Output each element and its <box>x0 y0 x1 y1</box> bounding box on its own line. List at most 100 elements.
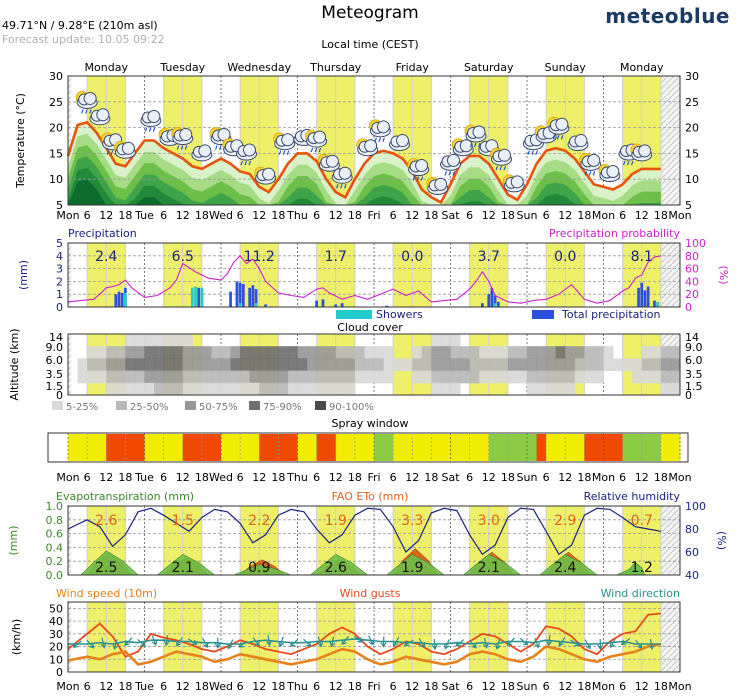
time-tick-label: 12 <box>252 471 266 484</box>
cloud-icon <box>140 110 162 127</box>
temperature-area-band <box>68 156 661 205</box>
time-tick-label: 6 <box>313 471 320 484</box>
cloud-cell <box>144 382 155 396</box>
temperature-ytick: 25 <box>49 96 63 109</box>
cloud-cell <box>450 334 461 347</box>
day-label: Wednesday <box>227 61 291 74</box>
time-tick-label: 6 <box>313 680 320 693</box>
humidity-title: Relative humidity <box>584 490 681 503</box>
cloud-cell <box>574 358 585 372</box>
spray-cell <box>68 434 79 461</box>
cloud-ytick-right: 6.0 <box>685 354 703 367</box>
cloud-cell <box>106 370 117 384</box>
wind-ytick: 30 <box>49 628 63 641</box>
cloud-cell <box>278 358 289 372</box>
cloud-cell <box>287 346 298 359</box>
cloud-cell <box>383 346 394 359</box>
weather-icon <box>598 164 621 183</box>
time-tick-label: 6 <box>84 471 91 484</box>
daily-fao-eto: 1.5 <box>172 513 194 529</box>
cloud-cell <box>651 346 662 359</box>
cloud-ytick-right: 0 <box>685 389 692 402</box>
cloud-icon <box>452 139 474 157</box>
wind-arrow-icon <box>303 638 312 648</box>
cloud-cell <box>584 370 595 384</box>
cloud-cell <box>192 346 203 359</box>
weather-icon <box>567 134 589 152</box>
time-tick-label: 6 <box>390 680 397 693</box>
spray-cell <box>660 434 671 461</box>
cloud-cell <box>507 370 518 384</box>
time-tick-label: 18 <box>654 471 668 484</box>
cloud-cell <box>259 382 270 396</box>
time-tick-label: 6 <box>84 680 91 693</box>
cloud-cell <box>479 358 490 372</box>
cloud-cell <box>240 346 251 359</box>
page-title: Meteogram <box>321 3 419 23</box>
spray-cell <box>240 434 251 461</box>
cloud-cell <box>154 382 165 396</box>
time-tick-label: Mon <box>56 680 79 693</box>
precipitation-bar <box>114 294 118 307</box>
time-tick-label: Wed <box>209 471 233 484</box>
cloud-cell <box>96 346 107 359</box>
cloud-cell <box>641 346 652 359</box>
time-tick-label: 18 <box>424 209 438 222</box>
cloud-icon <box>274 133 296 151</box>
weather-icon <box>368 119 391 143</box>
daily-fao-eto: 2.2 <box>248 513 270 529</box>
cloud-cell <box>622 358 633 372</box>
cloud-cell <box>469 358 480 372</box>
cloud-cell <box>555 358 566 372</box>
wind-speed-line <box>67 642 662 666</box>
wind-arrow-icon <box>393 636 400 647</box>
spray-cell <box>201 434 212 461</box>
cloud-cell <box>211 382 222 396</box>
panel-border <box>67 242 681 308</box>
cloud-cell <box>307 370 318 384</box>
cloud-cell <box>364 358 375 372</box>
wind-arrow-icon <box>495 639 501 650</box>
cloud-cell <box>297 346 308 359</box>
time-tick-label: 18 <box>501 680 515 693</box>
cloud-cell <box>412 370 423 384</box>
cloud-cell <box>374 370 385 384</box>
wind-arrow-icon <box>418 638 426 648</box>
evapo-ytick: 0.4 <box>46 541 64 554</box>
spray-cell <box>412 434 423 461</box>
spray-cell <box>479 434 490 461</box>
cloud-cell <box>440 334 451 347</box>
cloud-cell <box>450 358 461 372</box>
time-tick-label: 12 <box>635 680 649 693</box>
time-tick-label: 6 <box>466 471 473 484</box>
cloud-icon <box>491 148 512 166</box>
cloud-cell <box>460 358 471 372</box>
cloud-cell <box>660 346 671 359</box>
cloud-cell <box>651 358 662 372</box>
cloud-cell <box>460 346 471 359</box>
evapo-ytick: 0.2 <box>46 555 64 568</box>
weather-icon <box>75 91 98 114</box>
precipitation-panel <box>67 243 681 307</box>
wind-arrow-icon <box>137 638 146 647</box>
cloud-cell <box>297 370 308 384</box>
cloud-cell <box>632 358 643 372</box>
shower-bar <box>124 292 127 307</box>
cloud-cell <box>316 346 327 359</box>
spray-cell <box>613 434 624 461</box>
time-tick-label: 6 <box>237 680 244 693</box>
day-label: Monday <box>85 61 129 74</box>
rain-drops-icon <box>374 137 385 143</box>
cloud-cell <box>651 370 662 384</box>
temperature-ytick-right: 10 <box>685 173 699 186</box>
daily-evapotranspiration: 1.2 <box>631 560 653 576</box>
cloud-cell <box>134 370 145 384</box>
cloud-cell <box>555 370 566 384</box>
cloud-ytick: 0 <box>56 389 63 402</box>
cloud-cell <box>316 358 327 372</box>
cloud-cell <box>154 334 165 347</box>
cloud-icon <box>631 144 653 162</box>
cloud-cell <box>498 358 509 372</box>
cloud-cell <box>450 370 461 384</box>
spray-cell <box>383 434 394 461</box>
